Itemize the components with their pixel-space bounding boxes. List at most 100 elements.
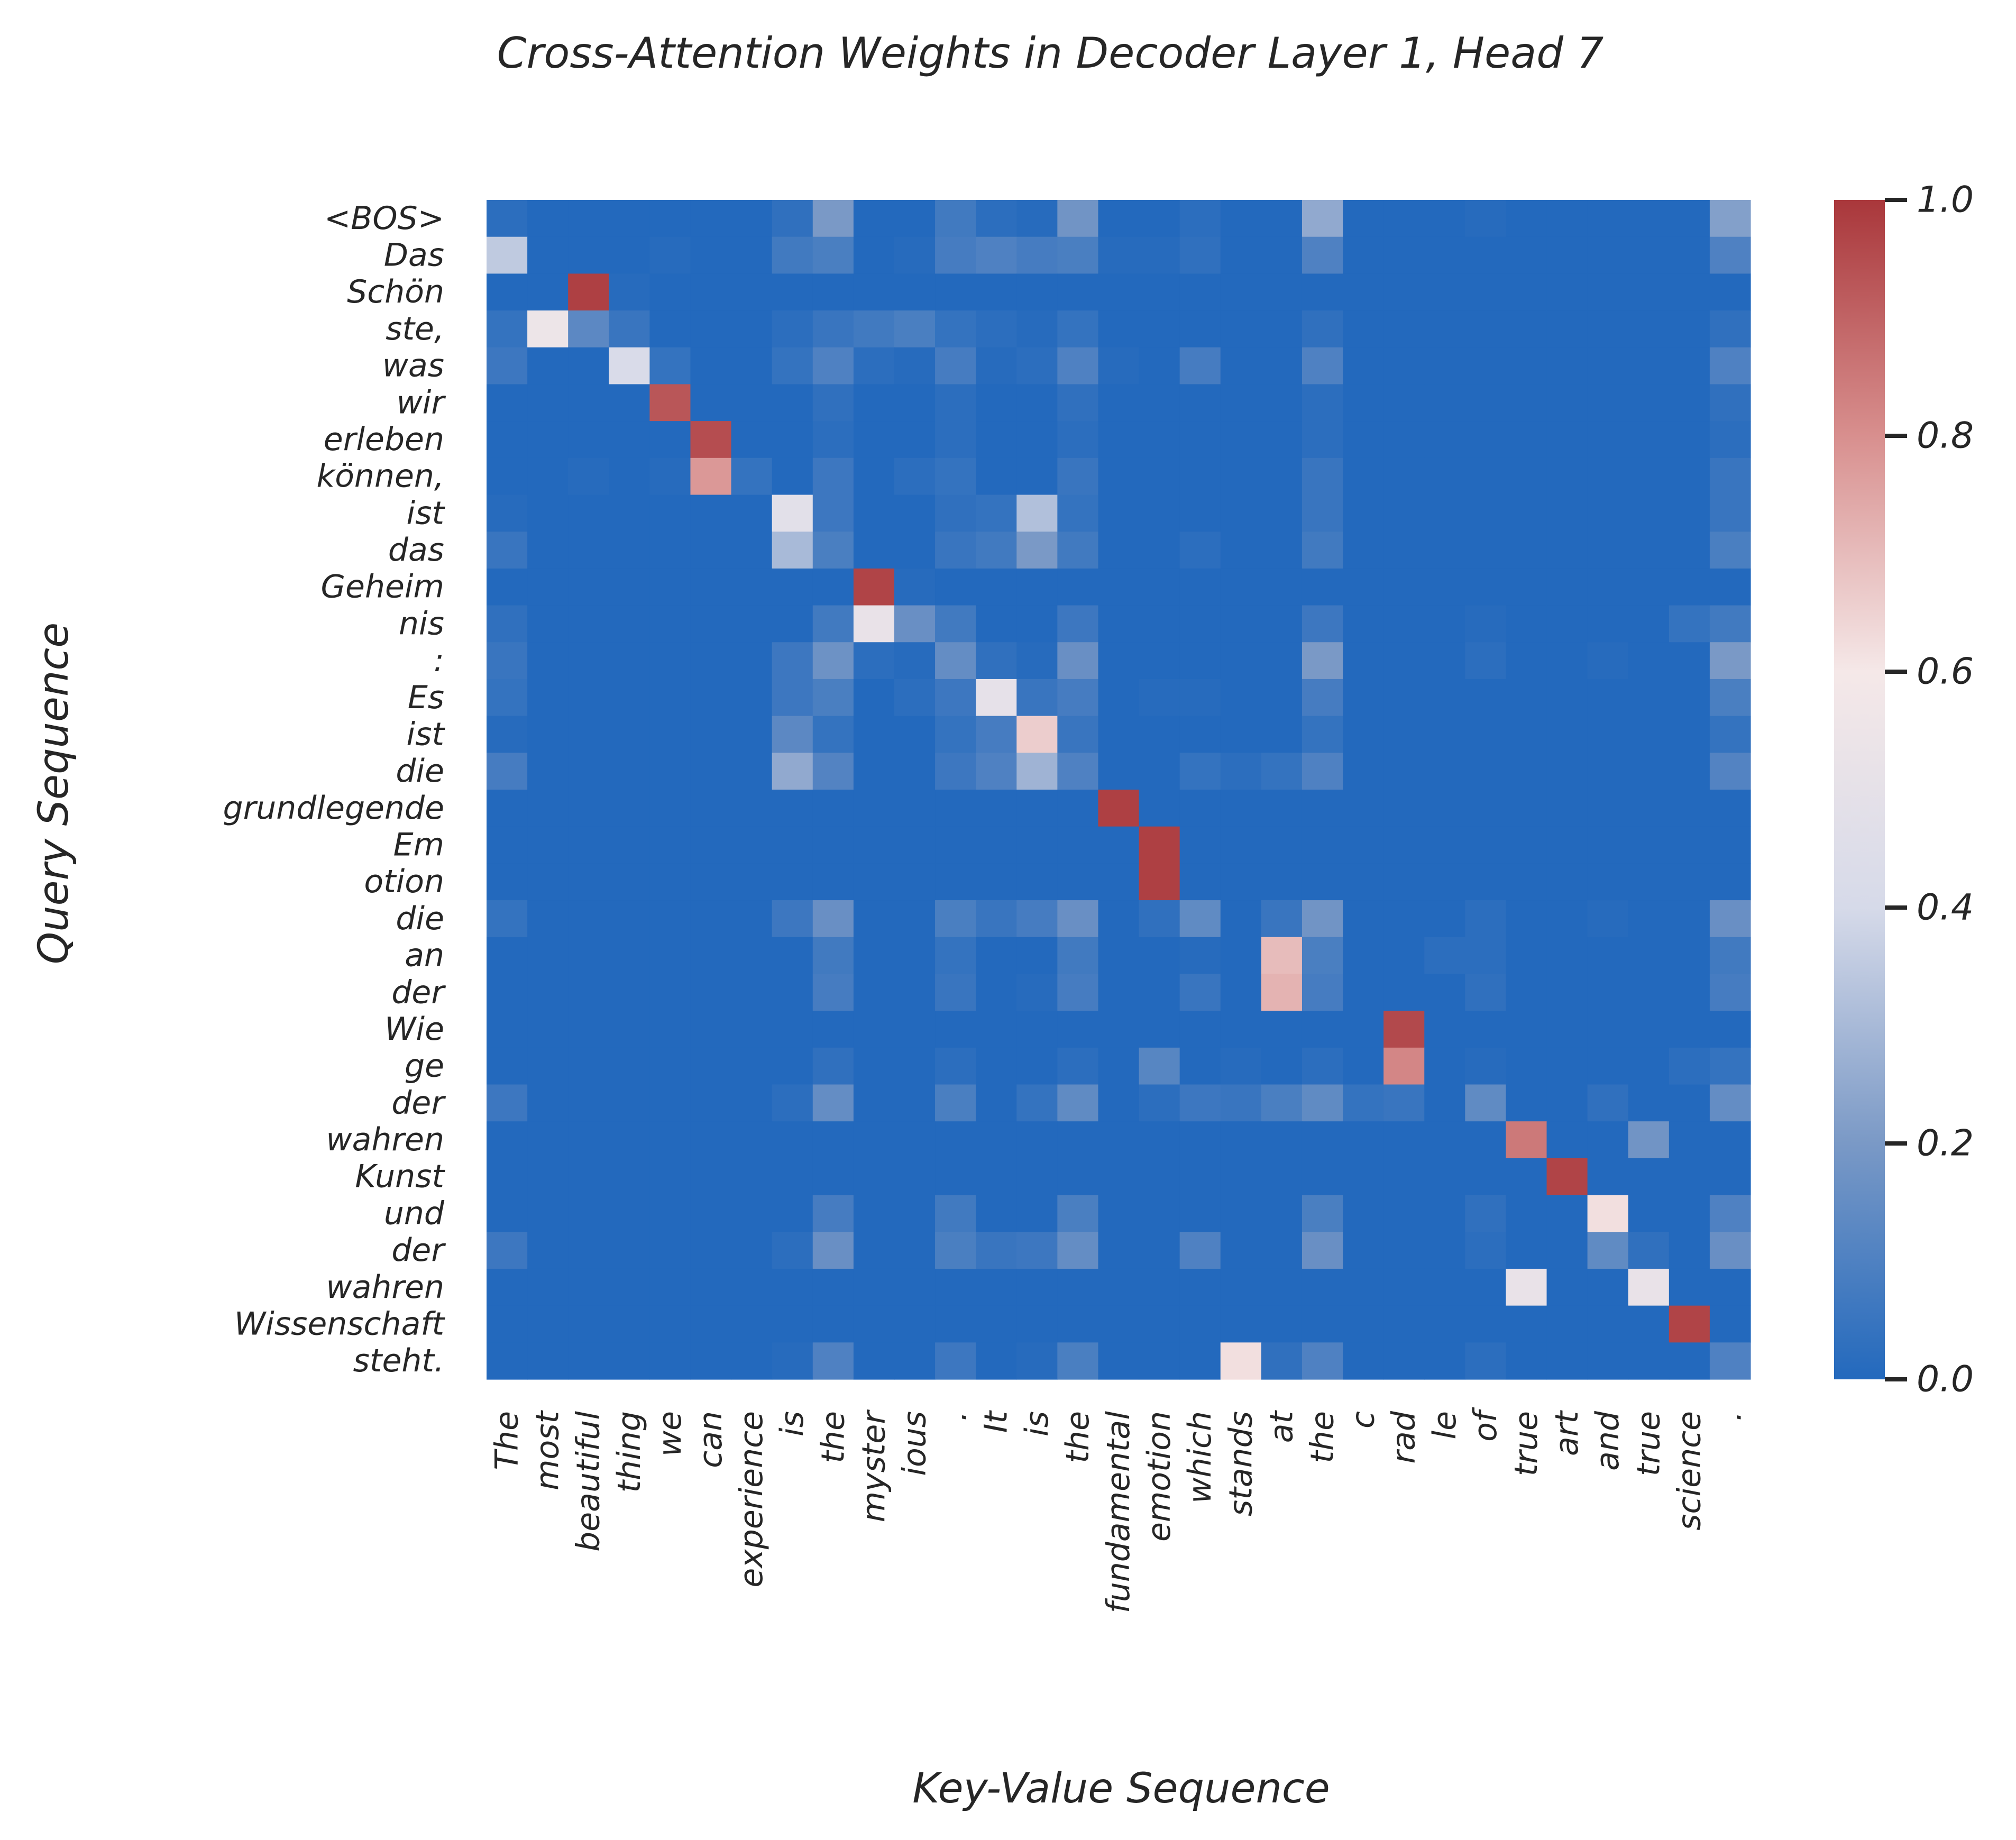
heatmap-cell xyxy=(690,1305,732,1343)
heatmap-cell xyxy=(1343,863,1384,901)
heatmap-cell xyxy=(1343,1342,1384,1380)
heatmap-cell xyxy=(935,863,976,901)
heatmap-cell xyxy=(609,716,650,753)
heatmap-cell xyxy=(1098,1047,1140,1085)
heatmap-cell xyxy=(1546,1158,1588,1196)
heatmap-cell xyxy=(731,1342,773,1380)
heatmap-cell xyxy=(1057,1011,1099,1048)
heatmap-cell xyxy=(1669,236,1710,274)
y-tick-label: was xyxy=(382,347,444,385)
heatmap-cell xyxy=(1220,863,1262,901)
y-tick-label: Schön xyxy=(347,273,444,310)
heatmap-cell xyxy=(1669,900,1710,938)
heatmap-cell xyxy=(527,790,569,827)
heatmap-cells xyxy=(487,200,1751,1380)
y-tick-label: Wie xyxy=(384,1011,444,1048)
heatmap-cell xyxy=(649,937,691,975)
heatmap-cell xyxy=(487,457,528,496)
heatmap-cell xyxy=(690,937,732,975)
x-tick-label: experience xyxy=(733,1411,770,1588)
heatmap-cell xyxy=(1016,863,1058,901)
heatmap-cell xyxy=(976,347,1017,385)
heatmap-cell xyxy=(690,974,732,1011)
heatmap-cell xyxy=(853,790,895,827)
heatmap-cell xyxy=(1546,457,1588,496)
heatmap-cell xyxy=(1261,1047,1303,1085)
heatmap-cell xyxy=(1139,1195,1180,1232)
heatmap-cell xyxy=(690,716,732,753)
heatmap-cell xyxy=(527,900,569,938)
heatmap-cell xyxy=(853,753,895,790)
heatmap-cell xyxy=(1098,310,1140,348)
heatmap-cell xyxy=(1669,1342,1710,1380)
heatmap-cell xyxy=(1383,937,1425,975)
heatmap-cell xyxy=(1261,790,1303,827)
y-tick-label: ist xyxy=(407,495,446,532)
heatmap-cell xyxy=(731,1232,773,1269)
heatmap-cell xyxy=(853,495,895,532)
heatmap-cell xyxy=(1587,1268,1629,1306)
heatmap-cell xyxy=(1016,790,1058,827)
heatmap-cell xyxy=(609,1232,650,1269)
heatmap-cell xyxy=(1628,236,1670,274)
heatmap-cell xyxy=(487,826,528,864)
heatmap-cell xyxy=(568,1047,609,1085)
heatmap-cell xyxy=(1220,347,1262,385)
heatmap-cell xyxy=(1628,826,1670,864)
heatmap-cell xyxy=(1098,1011,1140,1048)
heatmap-cell xyxy=(1057,1084,1099,1122)
y-tick-label: ge xyxy=(405,1048,444,1085)
heatmap-cell xyxy=(1587,421,1629,459)
heatmap-cell xyxy=(1709,347,1751,385)
heatmap-cell xyxy=(690,1047,732,1085)
heatmap-cell xyxy=(1016,1084,1058,1122)
heatmap-cell xyxy=(1465,1268,1507,1306)
heatmap-cell xyxy=(1383,532,1425,569)
heatmap-cell xyxy=(1016,1232,1058,1269)
heatmap-cell xyxy=(1546,1011,1588,1048)
heatmap-cell xyxy=(1261,863,1303,901)
heatmap-cell xyxy=(1016,1047,1058,1085)
heatmap-cell xyxy=(1098,937,1140,975)
heatmap-cell xyxy=(1709,1342,1751,1380)
heatmap-cell xyxy=(609,1305,650,1343)
heatmap-cell xyxy=(1302,863,1343,901)
heatmap-cell xyxy=(1261,1084,1303,1122)
heatmap-cell xyxy=(1179,716,1221,753)
heatmap-cell xyxy=(1506,937,1547,975)
heatmap-cell xyxy=(935,790,976,827)
heatmap-cell xyxy=(1506,679,1547,717)
y-tick-label: otion xyxy=(364,863,444,900)
heatmap-cell xyxy=(1383,826,1425,864)
heatmap-cell xyxy=(1506,1047,1547,1085)
heatmap-cell xyxy=(1261,937,1303,975)
heatmap-cell xyxy=(1343,937,1384,975)
heatmap-cell xyxy=(568,273,609,311)
heatmap-cell xyxy=(812,1342,854,1380)
heatmap-cell xyxy=(1587,236,1629,274)
heatmap-cell xyxy=(1016,1305,1058,1343)
heatmap-cell xyxy=(527,532,569,569)
heatmap-cell xyxy=(649,1195,691,1232)
heatmap-cell xyxy=(772,236,813,274)
heatmap-cell xyxy=(690,236,732,274)
y-tick-label: der xyxy=(391,974,446,1011)
heatmap-cell xyxy=(1465,310,1507,348)
heatmap-cell xyxy=(1669,605,1710,643)
heatmap-cell xyxy=(527,1268,569,1306)
colorbar-tick-label: 0.0 xyxy=(1917,1359,1974,1400)
heatmap-cell xyxy=(487,863,528,901)
heatmap-cell xyxy=(1587,1232,1629,1269)
heatmap-cell xyxy=(935,1047,976,1085)
heatmap-cell xyxy=(1424,273,1465,311)
heatmap-cell xyxy=(1179,1232,1221,1269)
heatmap-cell xyxy=(1546,900,1588,938)
heatmap-cell xyxy=(812,826,854,864)
heatmap-cell xyxy=(1669,863,1710,901)
heatmap-cell xyxy=(609,310,650,348)
heatmap-cell xyxy=(1343,200,1384,237)
heatmap-cell xyxy=(1465,347,1507,385)
heatmap-cell xyxy=(1465,716,1507,753)
heatmap-cell xyxy=(1669,1268,1710,1306)
heatmap-cell xyxy=(1669,1232,1710,1269)
